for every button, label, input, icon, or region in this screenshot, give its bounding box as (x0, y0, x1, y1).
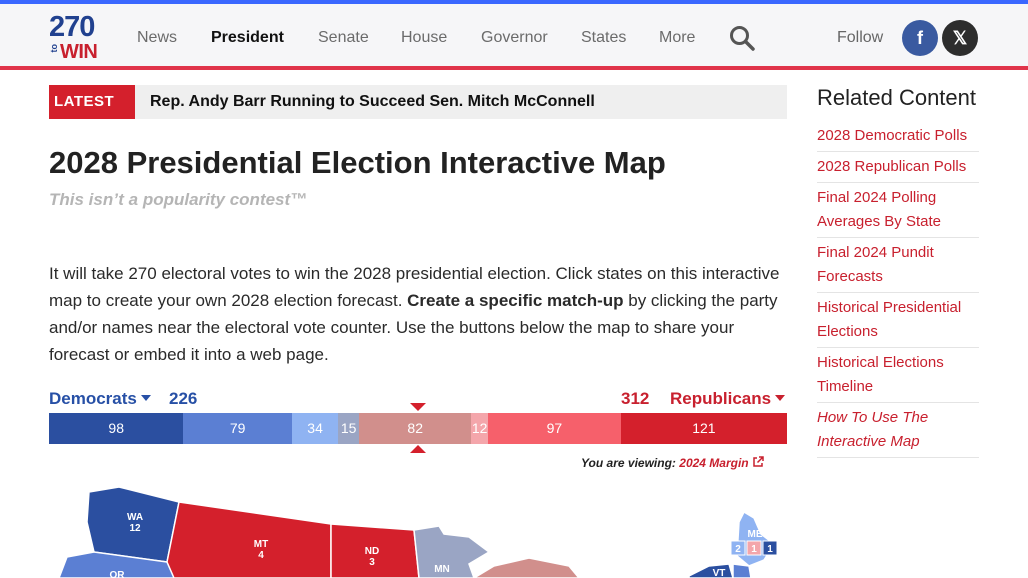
state-mt[interactable] (166, 501, 332, 578)
ev-segment: 97 (487, 413, 621, 444)
page-title: 2028 Presidential Election Interactive M… (49, 145, 666, 180)
maine-district-ev: 1 (751, 544, 757, 555)
state-label-vt: VT (713, 568, 726, 578)
nav-states[interactable]: States (581, 29, 627, 46)
nav-house[interactable]: House (401, 29, 448, 46)
facebook-icon[interactable]: f (902, 20, 938, 56)
nav-news[interactable]: News (137, 29, 178, 46)
ev-segment: 121 (620, 413, 787, 444)
page-subtitle: This isn’t a popularity contest™ (49, 190, 308, 209)
nav-more[interactable]: More (659, 29, 696, 46)
logo-win: WIN (60, 41, 98, 63)
republicans-dropdown[interactable]: Republicans (670, 389, 786, 409)
state-nh[interactable] (732, 563, 752, 578)
ev-segment: 82 (358, 413, 472, 444)
viewing-indicator: You are viewing: 2024 Margin (581, 456, 764, 470)
democrats-dropdown[interactable]: Democrats (49, 389, 151, 409)
logo-number: 270 (49, 11, 95, 43)
maine-district-box[interactable] (762, 540, 778, 556)
related-link[interactable]: Final 2024 Pundit Forecasts (817, 238, 979, 293)
related-link[interactable]: Final 2024 Polling Averages By State (817, 183, 979, 238)
nav-president[interactable]: President (211, 29, 284, 46)
header-divider (0, 66, 1028, 70)
state-label-nh: NH (762, 562, 776, 573)
nav-senate[interactable]: Senate (318, 29, 369, 46)
related-link[interactable]: 2028 Republican Polls (817, 152, 979, 183)
top-accent-stripe (0, 0, 1028, 4)
latest-tag-arrow (119, 85, 135, 119)
state-mi[interactable] (472, 557, 580, 578)
x-icon[interactable]: 𝕏 (942, 20, 978, 56)
maine-district-box[interactable] (730, 540, 746, 556)
ev-segment: 12 (471, 413, 488, 444)
state-mn[interactable] (413, 525, 491, 578)
state-label-or: OR (110, 570, 126, 578)
search-icon[interactable] (729, 25, 755, 51)
electoral-map[interactable]: WA 12 MT 4 ND 3 MN OR ME VT NH 2 1 1 (49, 482, 787, 578)
latest-news-banner[interactable]: LATEST Rep. Andy Barr Running to Succeed… (49, 85, 787, 119)
ev-segment: 15 (338, 413, 359, 444)
democrats-label: Democrats (49, 389, 137, 408)
viewing-link-text: 2024 Margin (679, 456, 749, 470)
intro-text-2: by clicking the party and/or names near … (49, 291, 778, 364)
state-label-wa: WA (127, 512, 143, 523)
chevron-down-icon (140, 394, 151, 401)
latest-headline[interactable]: Rep. Andy Barr Running to Succeed Sen. M… (150, 93, 595, 110)
maine-district-box[interactable] (746, 540, 762, 556)
intro-paragraph: It will take 270 electoral votes to win … (49, 260, 787, 368)
ev-segment: 98 (49, 413, 184, 444)
state-ev-wa: 12 (129, 523, 141, 534)
republicans-total: 312 (621, 389, 650, 408)
site-logo[interactable]: 270 to WIN (49, 12, 103, 64)
state-label-me: ME (748, 529, 763, 540)
site-header: 270 to WIN News President Senate House G… (0, 4, 1028, 66)
electoral-vote-bar: 98 79 34 15 82 12 97 121 (49, 413, 787, 444)
related-heading: Related Content (817, 85, 976, 110)
intro-text-1: It will take 270 electoral votes to win … (49, 264, 780, 310)
state-nd[interactable] (330, 523, 420, 578)
external-link-icon (753, 456, 764, 467)
maine-district-ev: 1 (767, 544, 773, 555)
chevron-down-icon (775, 394, 786, 401)
270-marker-bottom (410, 445, 426, 453)
follow-label: Follow (837, 29, 884, 46)
logo-to: to (49, 44, 59, 53)
state-label-mn: MN (434, 564, 450, 575)
ev-segment: 79 (183, 413, 292, 444)
related-link[interactable]: Historical Elections Timeline (817, 348, 979, 403)
state-label-mt: MT (254, 539, 268, 550)
related-link[interactable]: 2028 Democratic Polls (817, 121, 979, 152)
state-vt[interactable] (688, 563, 734, 578)
viewing-prefix: You are viewing: (581, 456, 676, 470)
state-ev-nd: 3 (369, 557, 375, 568)
maine-district-ev: 2 (735, 544, 741, 555)
related-link[interactable]: How To Use The Interactive Map (817, 403, 979, 458)
related-content: Related Content 2028 Democratic Polls 20… (817, 85, 979, 458)
state-label-nd: ND (365, 546, 379, 557)
nav-governor[interactable]: Governor (481, 29, 548, 46)
intro-bold: Create a specific match-up (407, 291, 624, 310)
republicans-label: Republicans (670, 389, 772, 408)
democrats-total: 226 (169, 389, 198, 408)
related-link[interactable]: Historical Presidential Elections (817, 293, 979, 348)
ev-segment: 34 (291, 413, 339, 444)
270-marker-top (410, 403, 426, 411)
viewing-link[interactable]: 2024 Margin (679, 456, 764, 470)
state-ev-mt: 4 (258, 550, 264, 561)
